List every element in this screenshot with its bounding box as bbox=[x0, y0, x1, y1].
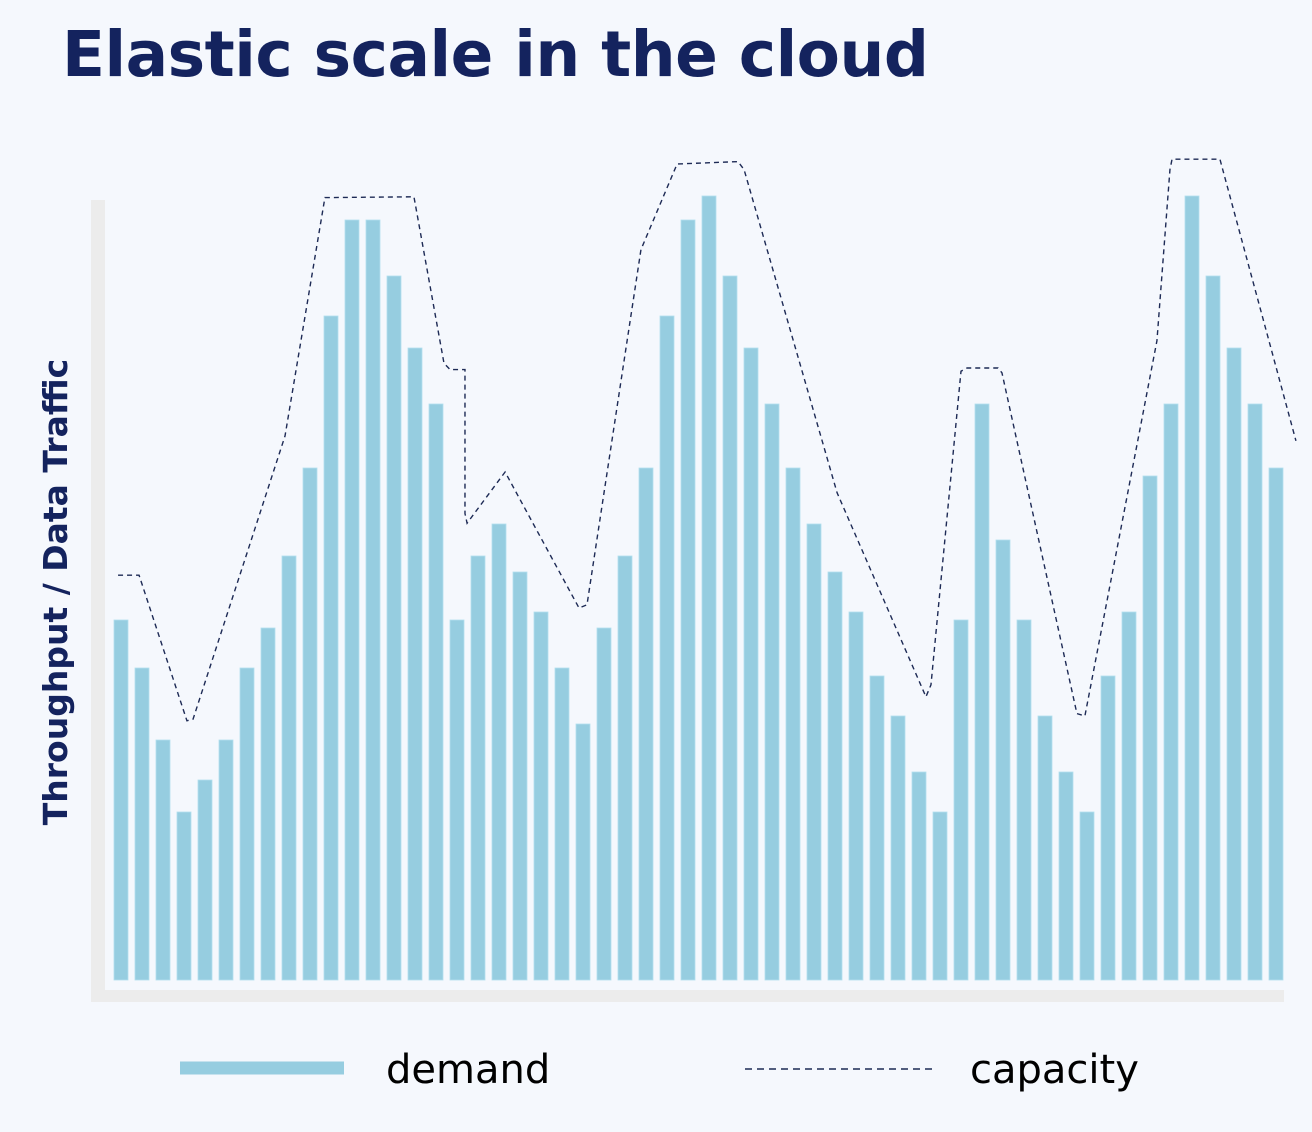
demand-bar bbox=[764, 403, 780, 981]
demand-bar bbox=[1163, 403, 1179, 981]
demand-bar bbox=[1247, 403, 1263, 981]
demand-bar bbox=[974, 403, 990, 981]
demand-bar bbox=[239, 667, 255, 981]
demand-bar bbox=[1226, 347, 1242, 981]
legend: demand capacity bbox=[180, 1047, 1139, 1093]
demand-bar bbox=[302, 467, 318, 981]
legend-capacity-label: capacity bbox=[970, 1047, 1139, 1093]
demand-bar bbox=[701, 195, 717, 981]
y-axis-label: Throughput / Data Traffic bbox=[36, 359, 75, 825]
demand-bar bbox=[1268, 467, 1284, 981]
demand-bar bbox=[911, 771, 927, 981]
demand-bar bbox=[1205, 275, 1221, 981]
capacity-line bbox=[118, 158, 1297, 722]
demand-bar bbox=[428, 403, 444, 981]
demand-bar bbox=[806, 523, 822, 981]
legend-demand-label: demand bbox=[386, 1047, 550, 1093]
demand-bar bbox=[134, 667, 150, 981]
demand-bar bbox=[827, 571, 843, 981]
demand-bar bbox=[890, 715, 906, 981]
demand-bar bbox=[848, 611, 864, 981]
demand-bar bbox=[680, 219, 696, 981]
demand-bars bbox=[113, 195, 1284, 981]
demand-bar bbox=[512, 571, 528, 981]
demand-bar bbox=[1079, 811, 1095, 981]
demand-bar bbox=[638, 467, 654, 981]
demand-bar bbox=[113, 619, 129, 981]
x-axis bbox=[91, 990, 1284, 1002]
demand-bar bbox=[386, 275, 402, 981]
demand-bar bbox=[575, 723, 591, 981]
demand-bar bbox=[344, 219, 360, 981]
demand-bar bbox=[953, 619, 969, 981]
demand-bar bbox=[1058, 771, 1074, 981]
demand-bar bbox=[1142, 475, 1158, 981]
demand-bar bbox=[1184, 195, 1200, 981]
demand-bar bbox=[176, 811, 192, 981]
demand-bar bbox=[743, 347, 759, 981]
demand-bar bbox=[596, 627, 612, 981]
demand-bar bbox=[869, 675, 885, 981]
demand-bar bbox=[470, 555, 486, 981]
demand-bar bbox=[218, 739, 234, 981]
demand-bar bbox=[533, 611, 549, 981]
demand-bar bbox=[722, 275, 738, 981]
demand-bar bbox=[1016, 619, 1032, 981]
demand-bar bbox=[1037, 715, 1053, 981]
demand-bar bbox=[1121, 611, 1137, 981]
chart-title: Elastic scale in the cloud bbox=[62, 18, 929, 91]
demand-bar bbox=[260, 627, 276, 981]
demand-bar bbox=[491, 523, 507, 981]
demand-bar bbox=[659, 315, 675, 981]
demand-bar bbox=[155, 739, 171, 981]
demand-bar bbox=[617, 555, 633, 981]
demand-bar bbox=[554, 667, 570, 981]
demand-bar bbox=[995, 539, 1011, 981]
y-axis bbox=[91, 200, 105, 1002]
demand-bar bbox=[1100, 675, 1116, 981]
demand-bar bbox=[449, 619, 465, 981]
demand-bar bbox=[197, 779, 213, 981]
demand-bar bbox=[323, 315, 339, 981]
demand-bar bbox=[932, 811, 948, 981]
demand-bar bbox=[407, 347, 423, 981]
demand-bar bbox=[281, 555, 297, 981]
demand-bar bbox=[785, 467, 801, 981]
demand-bar bbox=[365, 219, 381, 981]
